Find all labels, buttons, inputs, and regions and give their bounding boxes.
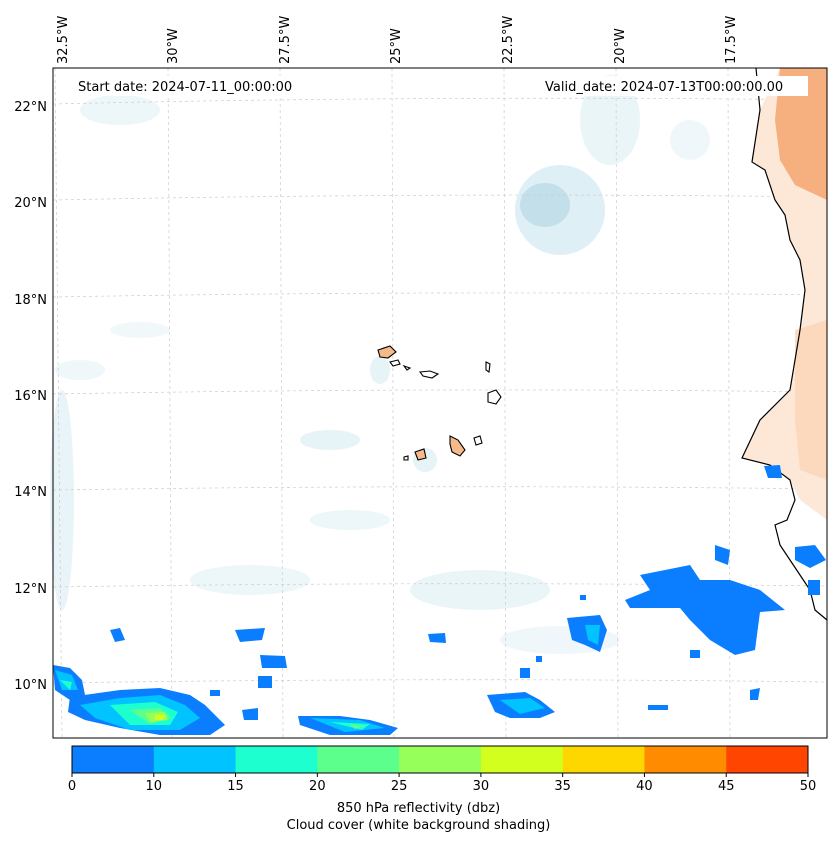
- reflectivity-shading: [53, 465, 826, 735]
- start-date-box: [72, 76, 312, 96]
- colorbar-tick-label: 20: [309, 779, 326, 794]
- colorbar-tick-label: 10: [146, 779, 163, 794]
- colorbar-tick-label: 30: [473, 779, 490, 794]
- colorbar-tick-label: 45: [718, 779, 735, 794]
- lon-label: 27.5°W: [278, 16, 293, 64]
- lon-label: 30°W: [166, 28, 181, 64]
- start-date-label: Start date: 2024-07-11_00:00:00: [78, 80, 292, 95]
- lat-label: 20°N: [14, 196, 47, 211]
- colorbar-segment: [317, 746, 400, 773]
- colorbar-segment: [726, 746, 809, 773]
- colorbar: 0 10 15 20 25 30 35 40 45 50: [68, 745, 817, 794]
- colorbar-segment: [235, 746, 318, 773]
- colorbar-segment: [153, 746, 237, 773]
- colorbar-tick-label: 35: [554, 779, 571, 794]
- colorbar-tick-label: 25: [391, 779, 408, 794]
- colorbar-border: [71, 745, 809, 774]
- colorbar-segment: [644, 746, 727, 773]
- lat-label: 18°N: [14, 293, 47, 308]
- longitude-labels: 32.5°W 30°W 27.5°W 25°W 22.5°W 20°W 17.5…: [56, 16, 739, 64]
- lon-label: 25°W: [389, 28, 404, 64]
- lon-label: 32.5°W: [56, 16, 71, 64]
- lat-label: 10°N: [14, 678, 47, 693]
- colorbar-tick-label: 50: [800, 779, 817, 794]
- colorbar-label-line2: Cloud cover (white background shading): [286, 818, 551, 833]
- lon-label: 20°W: [613, 28, 628, 64]
- latitude-labels: 22°N 20°N 18°N 16°N 14°N 12°N 10°N: [14, 100, 47, 693]
- colorbar-segment: [480, 746, 564, 773]
- lat-label: 22°N: [14, 100, 47, 115]
- colorbar-tick-label: 40: [636, 779, 653, 794]
- cape-verde-islands: [377, 345, 502, 461]
- colorbar-segment: [562, 746, 645, 773]
- colorbar-segment: [399, 746, 482, 773]
- colorbar-tick-label: 15: [227, 779, 244, 794]
- valid-date-label: Valid_date: 2024-07-13T00:00:00.00: [545, 80, 783, 95]
- colorbar-tick-label: 0: [68, 779, 76, 794]
- lat-label: 16°N: [14, 389, 47, 404]
- colorbar-label-line1: 850 hPa reflectivity (dbz): [336, 801, 501, 816]
- lat-label: 12°N: [14, 582, 47, 597]
- lat-label: 14°N: [14, 485, 47, 500]
- lon-label: 22.5°W: [501, 16, 516, 64]
- valid-date-box: [540, 76, 808, 96]
- lon-label: 17.5°W: [724, 16, 739, 64]
- map-frame: [52, 67, 828, 739]
- colorbar-segment: [72, 746, 155, 773]
- africa-land: [741, 67, 828, 621]
